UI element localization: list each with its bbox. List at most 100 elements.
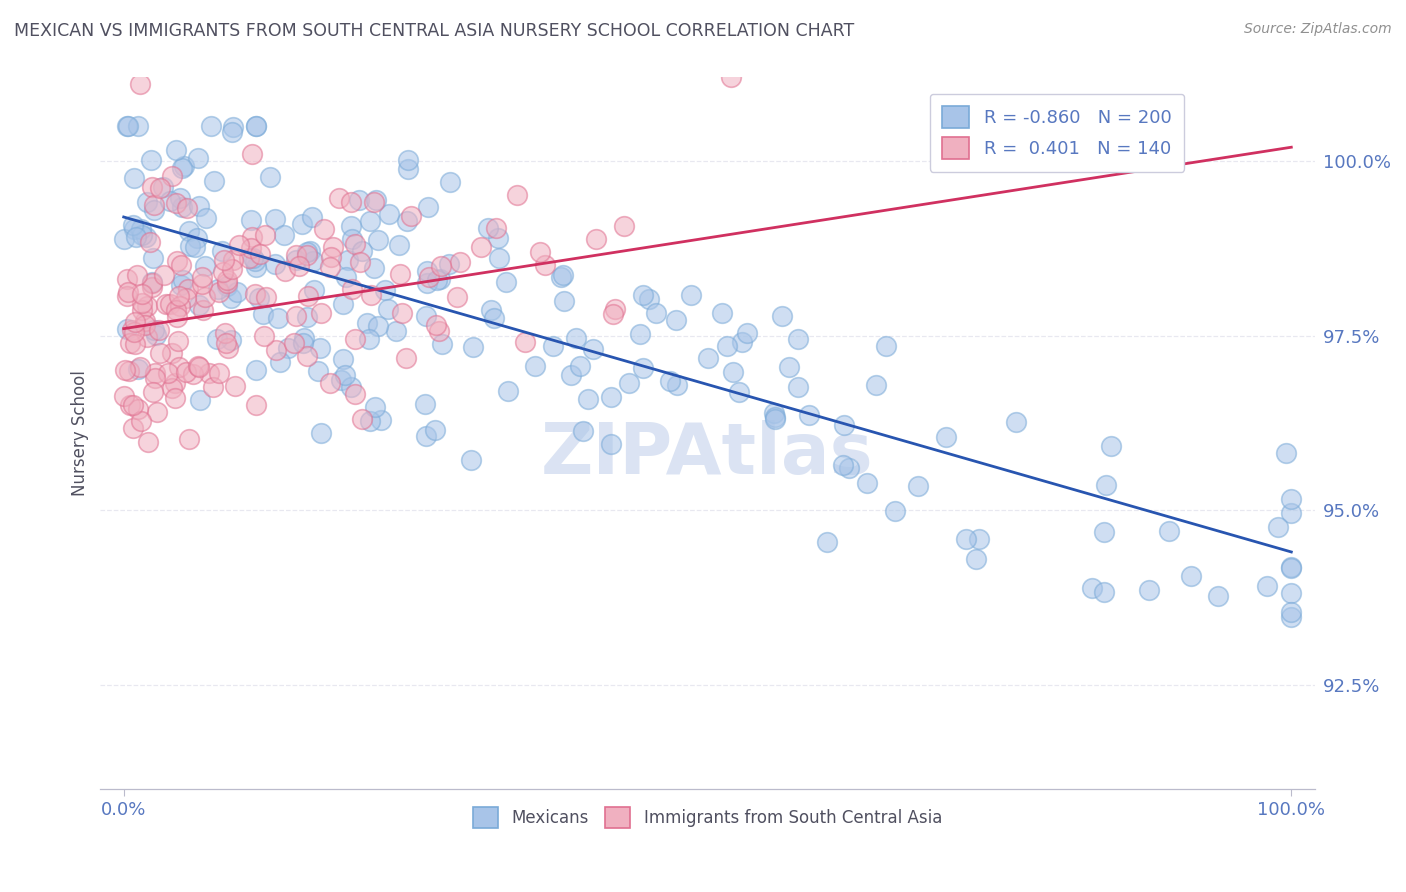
Point — [253, 329, 276, 343]
Point — [125, 230, 148, 244]
Point — [245, 120, 267, 134]
Point — [228, 237, 250, 252]
Point — [167, 289, 190, 303]
Point — [120, 336, 142, 351]
Point — [967, 533, 990, 547]
Point — [1092, 524, 1115, 539]
Point — [115, 322, 138, 336]
Point — [398, 153, 420, 168]
Point — [169, 300, 191, 314]
Point — [1081, 582, 1104, 596]
Point — [114, 363, 136, 377]
Point — [122, 399, 145, 413]
Point — [340, 282, 363, 296]
Point — [295, 349, 318, 363]
Point — [935, 430, 957, 444]
Point — [202, 379, 225, 393]
Point — [124, 336, 146, 351]
Point — [582, 342, 605, 356]
Point — [394, 351, 416, 366]
Point — [415, 276, 437, 290]
Point — [314, 222, 336, 236]
Point — [728, 385, 751, 400]
Point — [1279, 491, 1302, 506]
Point — [139, 235, 162, 250]
Point — [335, 269, 357, 284]
Point — [418, 270, 440, 285]
Point — [112, 232, 135, 246]
Point — [194, 259, 217, 273]
Point — [333, 368, 356, 382]
Point — [267, 310, 290, 325]
Point — [560, 368, 582, 382]
Point — [165, 144, 187, 158]
Point — [378, 207, 401, 221]
Point — [301, 254, 323, 268]
Point — [198, 366, 221, 380]
Point — [1279, 586, 1302, 600]
Point — [291, 335, 314, 350]
Point — [145, 327, 167, 342]
Point — [163, 376, 186, 390]
Point — [572, 424, 595, 438]
Point — [1275, 446, 1298, 460]
Point — [832, 458, 855, 472]
Point — [309, 426, 332, 441]
Text: MEXICAN VS IMMIGRANTS FROM SOUTH CENTRAL ASIA NURSERY SCHOOL CORRELATION CHART: MEXICAN VS IMMIGRANTS FROM SOUTH CENTRAL… — [14, 22, 855, 40]
Point — [121, 322, 143, 336]
Point — [396, 161, 419, 176]
Point — [343, 332, 366, 346]
Point — [413, 397, 436, 411]
Point — [128, 77, 150, 91]
Point — [274, 264, 297, 278]
Point — [242, 230, 264, 244]
Point — [551, 268, 574, 282]
Point — [143, 366, 166, 380]
Point — [149, 346, 172, 360]
Point — [883, 504, 905, 518]
Point — [763, 412, 786, 426]
Point — [224, 379, 246, 393]
Point — [143, 323, 166, 337]
Point — [432, 336, 454, 351]
Point — [599, 390, 621, 404]
Point — [186, 230, 208, 244]
Point — [631, 361, 654, 376]
Point — [339, 195, 361, 210]
Point — [148, 323, 170, 337]
Point — [222, 252, 245, 267]
Point — [167, 360, 190, 375]
Point — [302, 283, 325, 297]
Point — [212, 265, 235, 279]
Point — [439, 175, 461, 189]
Point — [356, 317, 378, 331]
Point — [344, 236, 367, 251]
Point — [1256, 579, 1278, 593]
Point — [295, 310, 318, 325]
Point — [191, 277, 214, 292]
Point — [285, 247, 308, 261]
Point — [157, 366, 180, 380]
Point — [219, 291, 242, 305]
Point — [506, 187, 529, 202]
Point — [357, 332, 380, 346]
Point — [600, 437, 623, 451]
Point — [136, 330, 159, 344]
Point — [298, 244, 321, 259]
Point — [131, 287, 153, 301]
Point — [349, 254, 371, 268]
Point — [207, 333, 229, 347]
Point — [159, 297, 181, 311]
Point — [263, 257, 285, 271]
Point — [263, 211, 285, 226]
Point — [165, 196, 187, 211]
Point — [172, 272, 194, 286]
Point — [488, 251, 510, 265]
Point — [319, 260, 342, 274]
Point — [332, 352, 354, 367]
Point — [174, 365, 197, 379]
Point — [170, 258, 193, 272]
Point — [350, 244, 373, 258]
Point — [170, 278, 193, 293]
Point — [141, 275, 163, 289]
